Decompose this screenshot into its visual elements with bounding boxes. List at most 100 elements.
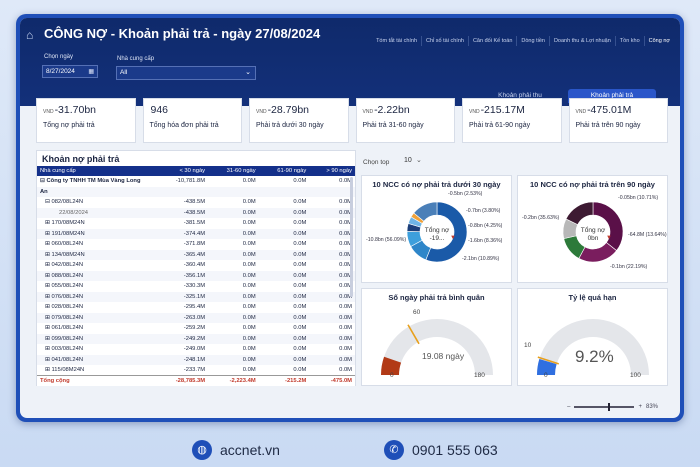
row-cell: -295.4M bbox=[183, 304, 206, 311]
nav-summary[interactable]: Tóm tắt tài chính bbox=[376, 38, 418, 44]
nav-revenue[interactable]: Doanh thu & Lợi nhuận bbox=[548, 36, 615, 46]
donut-data-label: -0.05bn (10.71%) bbox=[618, 195, 659, 201]
top-selector-value[interactable]: 10 bbox=[404, 157, 412, 164]
gauge-target: 60 bbox=[413, 309, 421, 316]
row-cell: 0.0M bbox=[258, 291, 310, 302]
kpi-card: VND-28.79bn Phải trả dưới 30 ngày bbox=[249, 98, 349, 143]
row-cell: 0.0M bbox=[242, 262, 256, 269]
kpi-value: -31.70bn bbox=[54, 104, 97, 116]
chevron-down-icon[interactable]: ⌄ bbox=[416, 157, 422, 164]
date-value: 8/27/2024 bbox=[46, 68, 75, 75]
gauge-min: 0 bbox=[390, 372, 394, 379]
donut-chart-under30[interactable]: ▼ bbox=[362, 188, 513, 284]
table-row[interactable]: ⊞ 134/08M24N -365.4M 0.0M 0.0M 0.0M bbox=[37, 249, 355, 260]
table-row[interactable]: ⊞ 055/08L24N -330.3M 0.0M 0.0M 0.0M bbox=[37, 281, 355, 292]
zoom-in-icon[interactable]: + bbox=[638, 404, 642, 410]
home-icon[interactable]: ⌂ bbox=[26, 28, 34, 42]
row-cell: 0.0M bbox=[258, 228, 310, 239]
nav-debt[interactable]: Công nợ bbox=[643, 36, 674, 46]
row-cell: 0.0M bbox=[242, 283, 256, 290]
table-row[interactable]: ⊞ 042/08L24N -360.4M 0.0M 0.0M 0.0M bbox=[37, 260, 355, 271]
zoom-handle[interactable] bbox=[608, 403, 611, 411]
kpi-value: 946 bbox=[150, 104, 169, 116]
col-header[interactable]: 61-90 ngày bbox=[258, 166, 310, 176]
kpi-label: Phải trả dưới 30 ngày bbox=[256, 122, 324, 129]
table-row[interactable]: ⊞ 088/08L24N -356.1M 0.0M 0.0M 0.0M bbox=[37, 270, 355, 281]
row-cell: -371.8M bbox=[183, 241, 206, 248]
table-row[interactable]: ⊟ Công ty TNHH TM Mùa Vàng Long -10,781.8… bbox=[37, 176, 355, 187]
row-cell: -259.2M bbox=[183, 325, 206, 332]
table-row[interactable]: ⊞ 191/08M24N -374.4M 0.0M 0.0M 0.0M bbox=[37, 228, 355, 239]
gauge-min: 0 bbox=[544, 372, 548, 379]
table-scrollbar[interactable] bbox=[350, 177, 353, 297]
zoom-out-icon[interactable]: – bbox=[567, 404, 571, 410]
trend-down-icon: ▼ bbox=[450, 235, 456, 241]
table-row[interactable]: ⊞ 028/08L24N -295.4M 0.0M 0.0M 0.0M bbox=[37, 302, 355, 313]
donut-slice[interactable] bbox=[565, 201, 594, 225]
table-row[interactable]: ⊞ 060/08L24N -371.8M 0.0M 0.0M 0.0M bbox=[37, 239, 355, 250]
gauge-overdue[interactable] bbox=[518, 303, 669, 383]
device-frame: ⌂ CÔNG NỢ - Khoản phải trả - ngày 27/08/… bbox=[16, 14, 684, 422]
table-row[interactable]: 22/08/2024 -438.5M 0.0M 0.0M 0.0M bbox=[37, 207, 355, 218]
footer-phone[interactable]: ✆ 0901 555 063 bbox=[384, 440, 498, 460]
row-cell: 0.0M bbox=[258, 270, 310, 281]
kpi-currency: VND bbox=[256, 109, 267, 115]
col-header[interactable]: > 90 ngày bbox=[309, 166, 355, 176]
supplier-value: All bbox=[120, 69, 128, 76]
col-header[interactable]: 31-60 ngày bbox=[208, 166, 259, 176]
nav-inventory[interactable]: Tồn kho bbox=[614, 36, 644, 46]
phone-text: 0901 555 063 bbox=[412, 442, 498, 458]
row-cell: -325.1M bbox=[157, 291, 209, 302]
tab-receivable[interactable]: Khoản phải thu bbox=[498, 92, 542, 99]
nav-balance[interactable]: Cân đối Kế toán bbox=[467, 36, 516, 46]
footer-website[interactable]: ◍ accnet.vn bbox=[192, 440, 280, 460]
row-cell: -10,781.8M bbox=[175, 178, 206, 185]
gauge-value: 9.2% bbox=[575, 347, 614, 366]
row-cell: -233.7M bbox=[183, 367, 206, 373]
row-cell: 0.0M bbox=[258, 312, 310, 323]
kpi-label: Phải trả 61-90 ngày bbox=[469, 122, 531, 129]
table-row[interactable]: ⊞ 079/08L24N -263.0M 0.0M 0.0M 0.0M bbox=[37, 312, 355, 323]
date-picker[interactable]: 8/27/2024 ▦ bbox=[42, 65, 98, 78]
row-cell: 0.0M bbox=[208, 249, 259, 260]
row-cell: 0.0M bbox=[339, 283, 352, 290]
table-row[interactable]: An bbox=[37, 186, 355, 197]
row-cell: 0.0M bbox=[208, 228, 259, 239]
kpi-currency: VND bbox=[575, 109, 587, 115]
donut-center: Tổng nợ -19... bbox=[417, 227, 457, 243]
nav-cashflow[interactable]: Dòng tiền bbox=[516, 36, 549, 46]
donut-data-label: -2.1bn (10.89%) bbox=[462, 256, 500, 262]
row-cell: 0.0M bbox=[242, 241, 256, 248]
top-nav: Tóm tắt tài chính Chỉ số tài chính Cân đ… bbox=[372, 36, 674, 46]
donut-slice[interactable] bbox=[425, 201, 468, 263]
row-cell: 0.0M bbox=[339, 325, 352, 332]
gauge-days[interactable] bbox=[362, 303, 513, 383]
table-row[interactable]: ⊞ 115/08M24N -233.7M 0.0M 0.0M 0.0M bbox=[37, 365, 355, 376]
donut-slice[interactable] bbox=[413, 201, 438, 222]
donut-title: 10 NCC có nợ phải trả trên 90 ngày bbox=[530, 180, 655, 189]
row-cell: 0.0M bbox=[293, 220, 307, 227]
zoom-slider[interactable] bbox=[574, 403, 635, 411]
nav-ratios[interactable]: Chỉ số tài chính bbox=[421, 36, 468, 46]
table-row[interactable]: ⊞ 061/08L24N -259.2M 0.0M 0.0M 0.0M bbox=[37, 323, 355, 334]
calendar-icon[interactable]: ▦ bbox=[88, 69, 94, 75]
kpi-currency: VND bbox=[469, 109, 480, 115]
table-row[interactable]: ⊞ 003/08L24N -249.0M 0.0M 0.0M 0.0M bbox=[37, 344, 355, 355]
row-cell: -330.3M bbox=[183, 283, 206, 290]
phone-icon: ✆ bbox=[384, 440, 404, 460]
row-cell: 0.0M bbox=[309, 228, 355, 239]
table-row[interactable]: ⊞ 170/08M24N -381.5M 0.0M 0.0M 0.0M bbox=[37, 218, 355, 229]
row-cell: -360.4M bbox=[183, 262, 206, 269]
table-row[interactable]: ⊞ 041/08L24N -248.1M 0.0M 0.0M 0.0M bbox=[37, 354, 355, 365]
table-row[interactable]: ⊞ 076/08L24N -325.1M 0.0M 0.0M 0.0M bbox=[37, 291, 355, 302]
table-row[interactable]: ⊟ 082/08L24N -438.5M 0.0M 0.0M 0.0M bbox=[37, 197, 355, 208]
row-cell: 0.0M bbox=[293, 367, 307, 373]
supplier-select[interactable]: All ⌄ bbox=[116, 66, 256, 80]
row-cell: 0.0M bbox=[258, 333, 310, 344]
gauge-target-marker bbox=[407, 324, 420, 345]
row-cell bbox=[309, 186, 355, 197]
col-header[interactable]: Nhà cung cấp bbox=[37, 166, 157, 176]
donut-chart-over90[interactable]: ▼ bbox=[518, 188, 669, 284]
table-row[interactable]: ⊞ 099/08L24N -249.2M 0.0M 0.0M 0.0M bbox=[37, 333, 355, 344]
col-header[interactable]: < 30 ngày bbox=[157, 166, 209, 176]
